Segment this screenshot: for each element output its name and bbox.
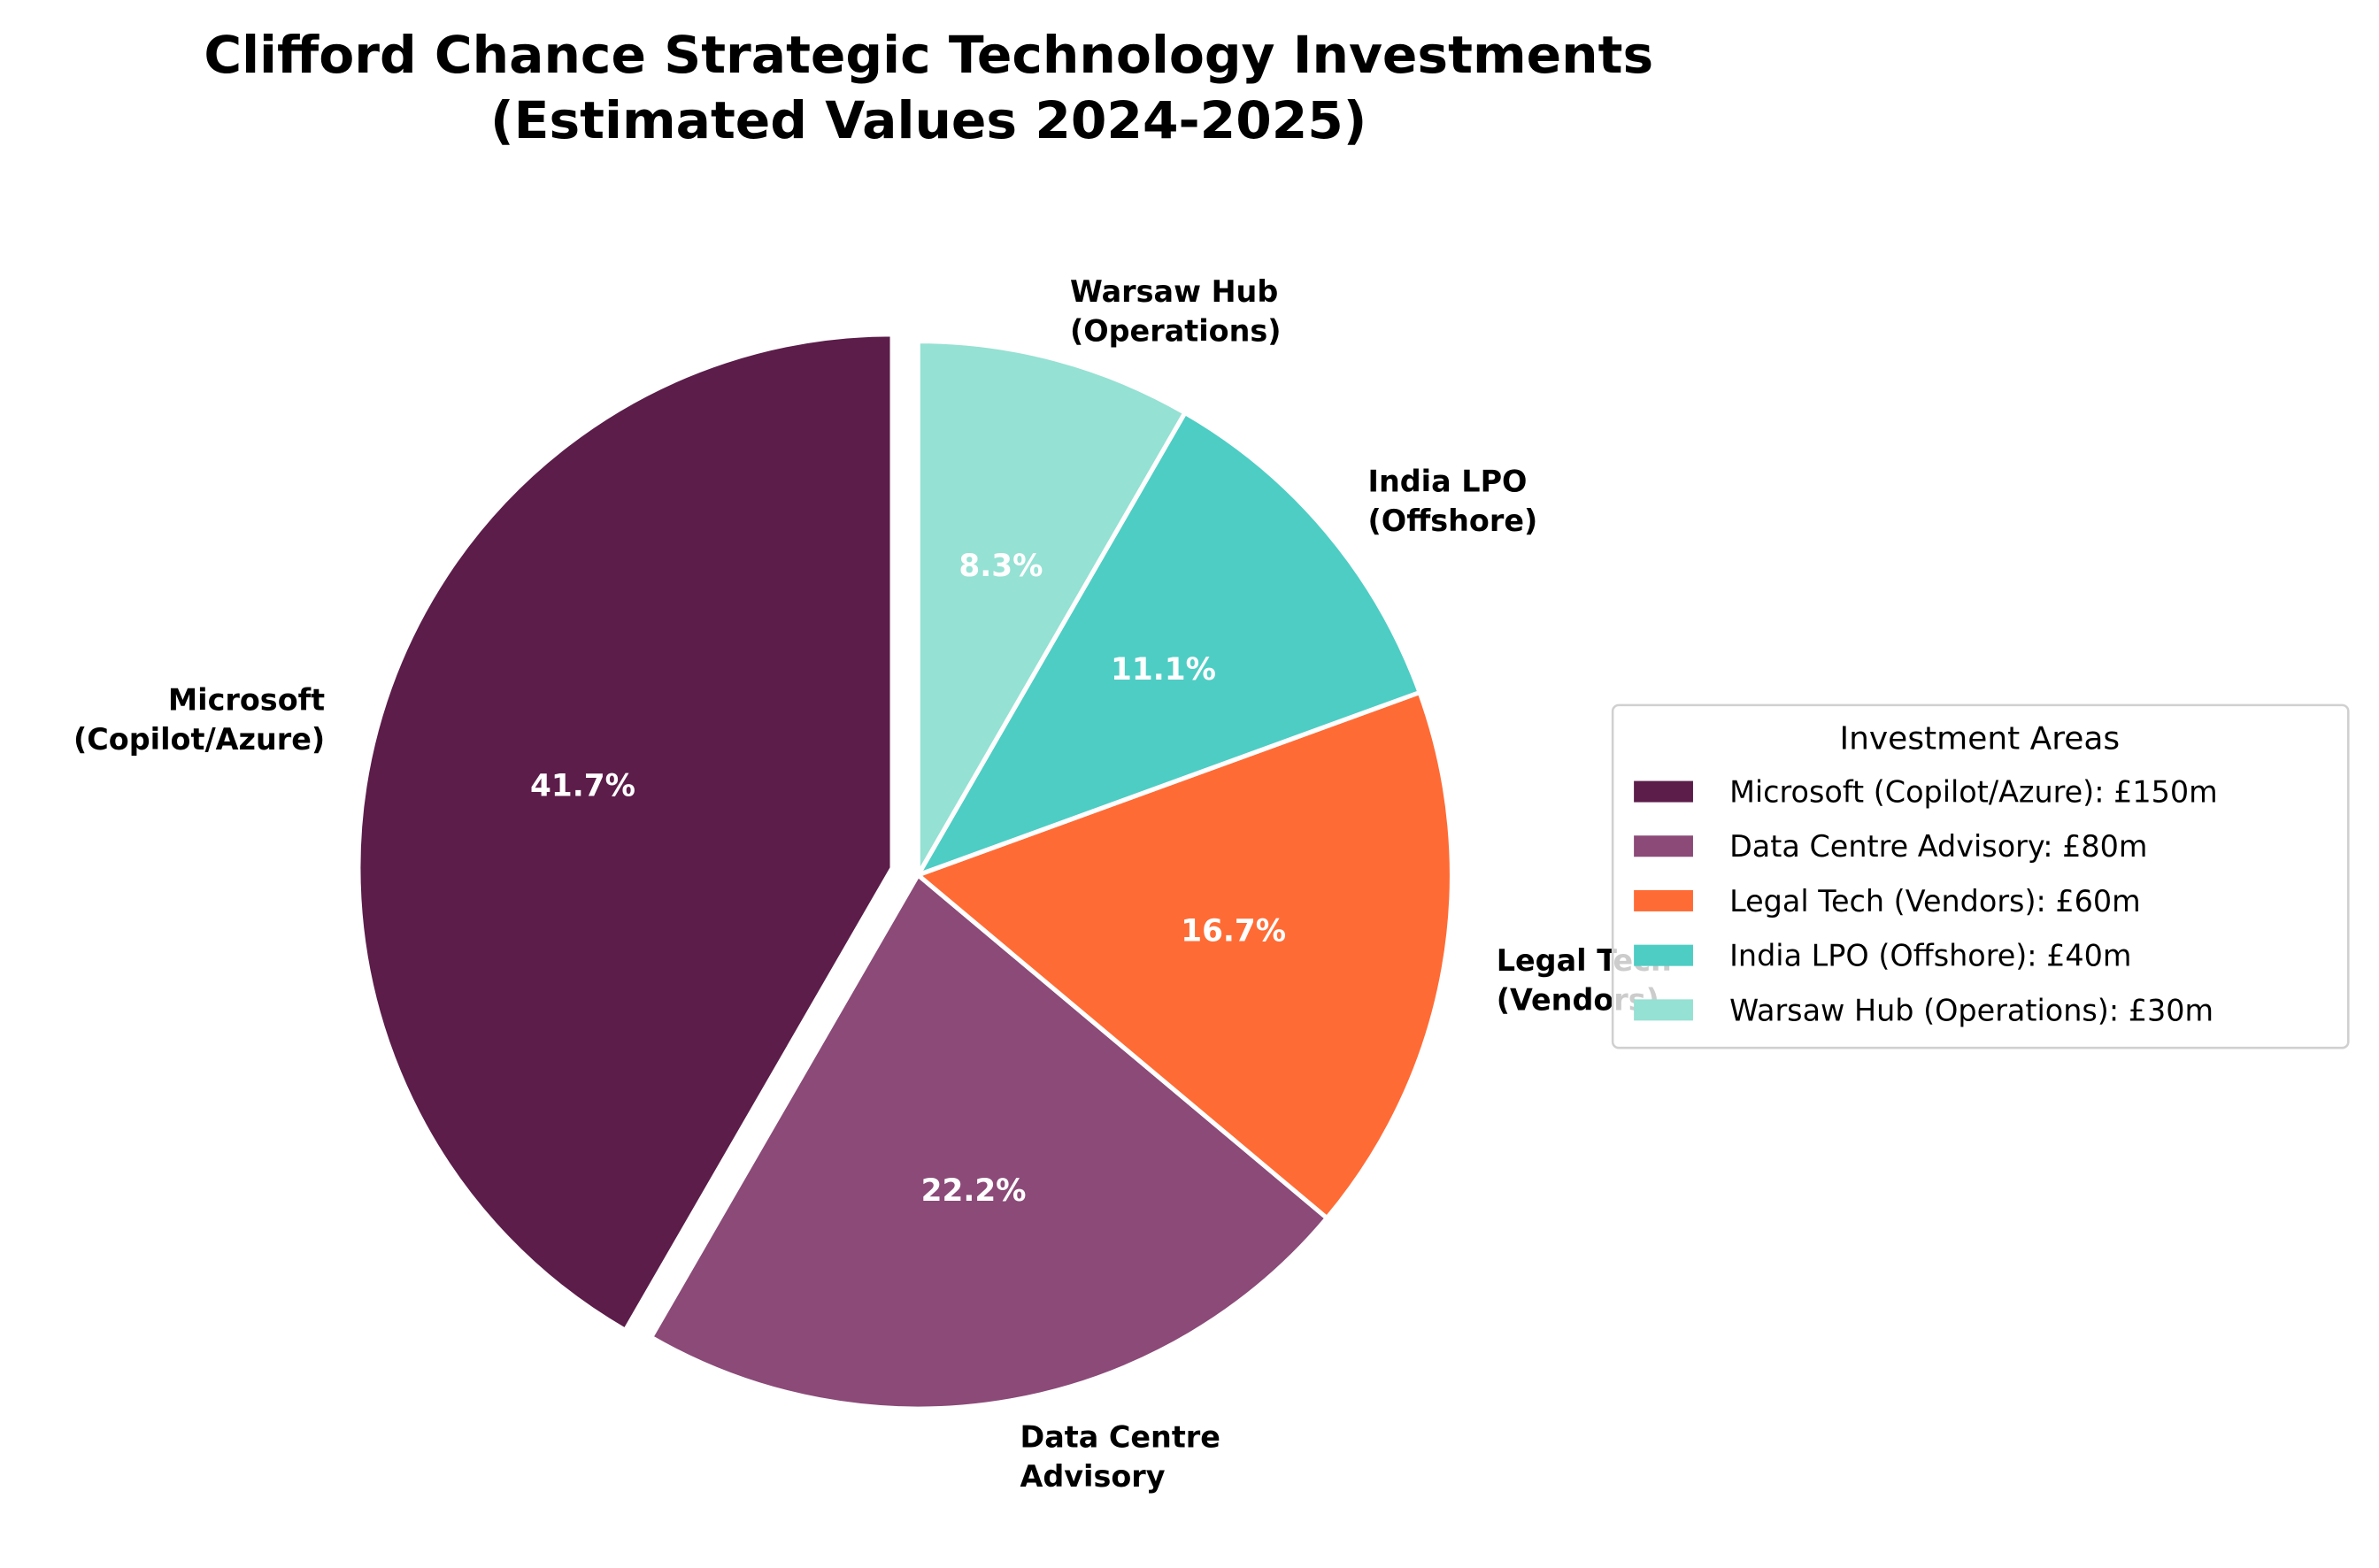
legend-entry-data-centre-advisory: Data Centre Advisory: £80m [1729,829,2147,864]
chart-title-line-1: Clifford Chance Strategic Technology Inv… [204,25,1653,85]
legend-entry-india-lpo-offshore: India LPO (Offshore): £40m [1729,939,2131,973]
legend-entry-microsoft-copilot-azure: Microsoft (Copilot/Azure): £150m [1729,775,2218,810]
pct-label-data-centre-advisory: 22.2% [921,1173,1027,1209]
slice-label-data-centre-advisory: Data Centre [1020,1419,1220,1454]
pct-label-microsoft-copilot-azure: 41.7% [530,768,635,803]
legend-swatch-legal-tech-vendors [1634,889,1693,911]
legend-frame [1611,703,2350,1049]
slice-warsaw-hub-operations [915,339,1188,878]
legend-swatch-india-lpo-offshore [1634,944,1693,966]
slice-india-lpo-offshore [915,410,1422,878]
slice-label-microsoft-copilot-azure: Microsoft [168,682,325,717]
slice-label-data-centre-advisory: Advisory [1020,1459,1165,1494]
pct-label-warsaw-hub-operations: 8.3% [959,549,1043,584]
slice-label-india-lpo-offshore: India LPO [1368,464,1528,498]
slice-microsoft-copilot-azure [356,332,895,1334]
legend-swatch-microsoft-copilot-azure [1634,780,1693,803]
slice-label-microsoft-copilot-azure: (Copilot/Azure) [73,722,325,757]
slice-label-warsaw-hub-operations: Warsaw Hub [1070,274,1278,309]
slice-label-warsaw-hub-operations: (Operations) [1070,314,1282,349]
slice-legal-tech-vendors [915,689,1455,1221]
legend-swatch-warsaw-hub-operations [1634,999,1693,1021]
legend-title: Investment Areas [1840,721,2121,757]
slice-label-india-lpo-offshore: (Offshore) [1368,503,1538,538]
legend-entry-warsaw-hub-operations: Warsaw Hub (Operations): £30m [1729,993,2213,1027]
legend: Investment Areas Microsoft (Copilot/Azur… [1611,703,2350,1049]
chart-title-line-2: (Estimated Values 2024-2025) [490,90,1367,150]
pct-label-india-lpo-offshore: 11.1% [1111,652,1216,688]
legend-entry-legal-tech-vendors: Legal Tech (Vendors): £60m [1729,884,2141,919]
pct-label-legal-tech-vendors: 16.7% [1181,914,1286,949]
pie-slices [356,332,1455,1411]
legend-swatch-data-centre-advisory [1634,835,1693,857]
slice-data-centre-advisory [649,872,1329,1411]
